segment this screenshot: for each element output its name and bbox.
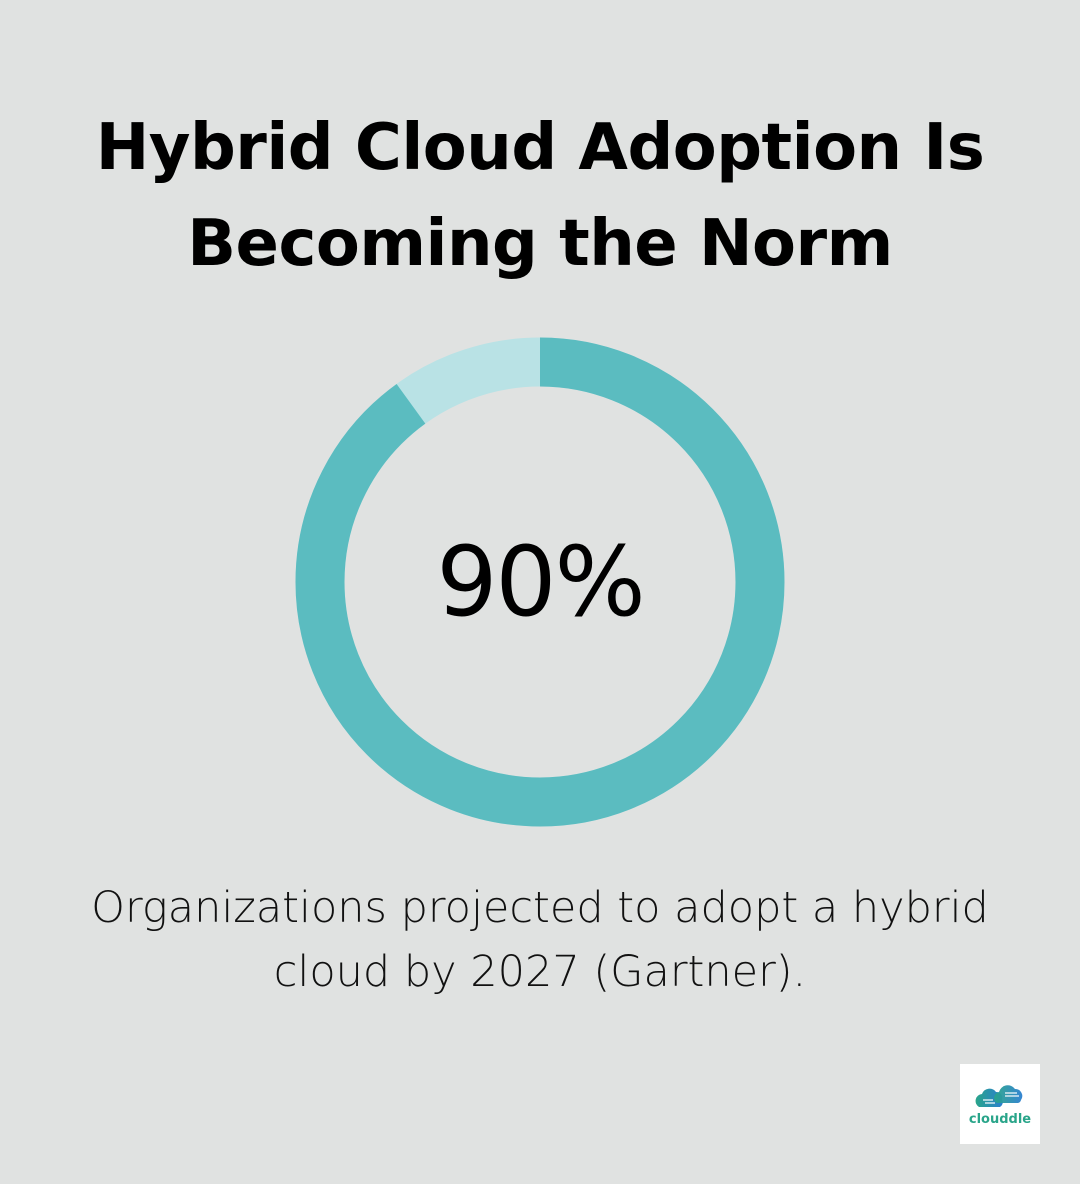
caption-line-2: cloud by 2027 (Gartner). [273, 947, 807, 997]
chart-title: Hybrid Cloud Adoption Is Becoming the No… [0, 100, 1080, 292]
clouddle-logo[interactable]: clouddle [960, 1064, 1040, 1144]
title-line-1: Hybrid Cloud Adoption Is [95, 111, 985, 185]
donut-svg [295, 337, 785, 827]
caption-line-1: Organizations projected to adopt a hybri… [91, 883, 989, 933]
center-percentage: 90% [436, 526, 645, 638]
stat-caption: Organizations projected to adopt a hybri… [0, 876, 1080, 1004]
donut-segment-adopting [295, 337, 785, 827]
cloud-icon [975, 1085, 1023, 1107]
logo-text: clouddle [968, 1112, 1032, 1127]
donut-chart [290, 332, 790, 832]
title-line-2: Becoming the Norm [187, 207, 893, 281]
